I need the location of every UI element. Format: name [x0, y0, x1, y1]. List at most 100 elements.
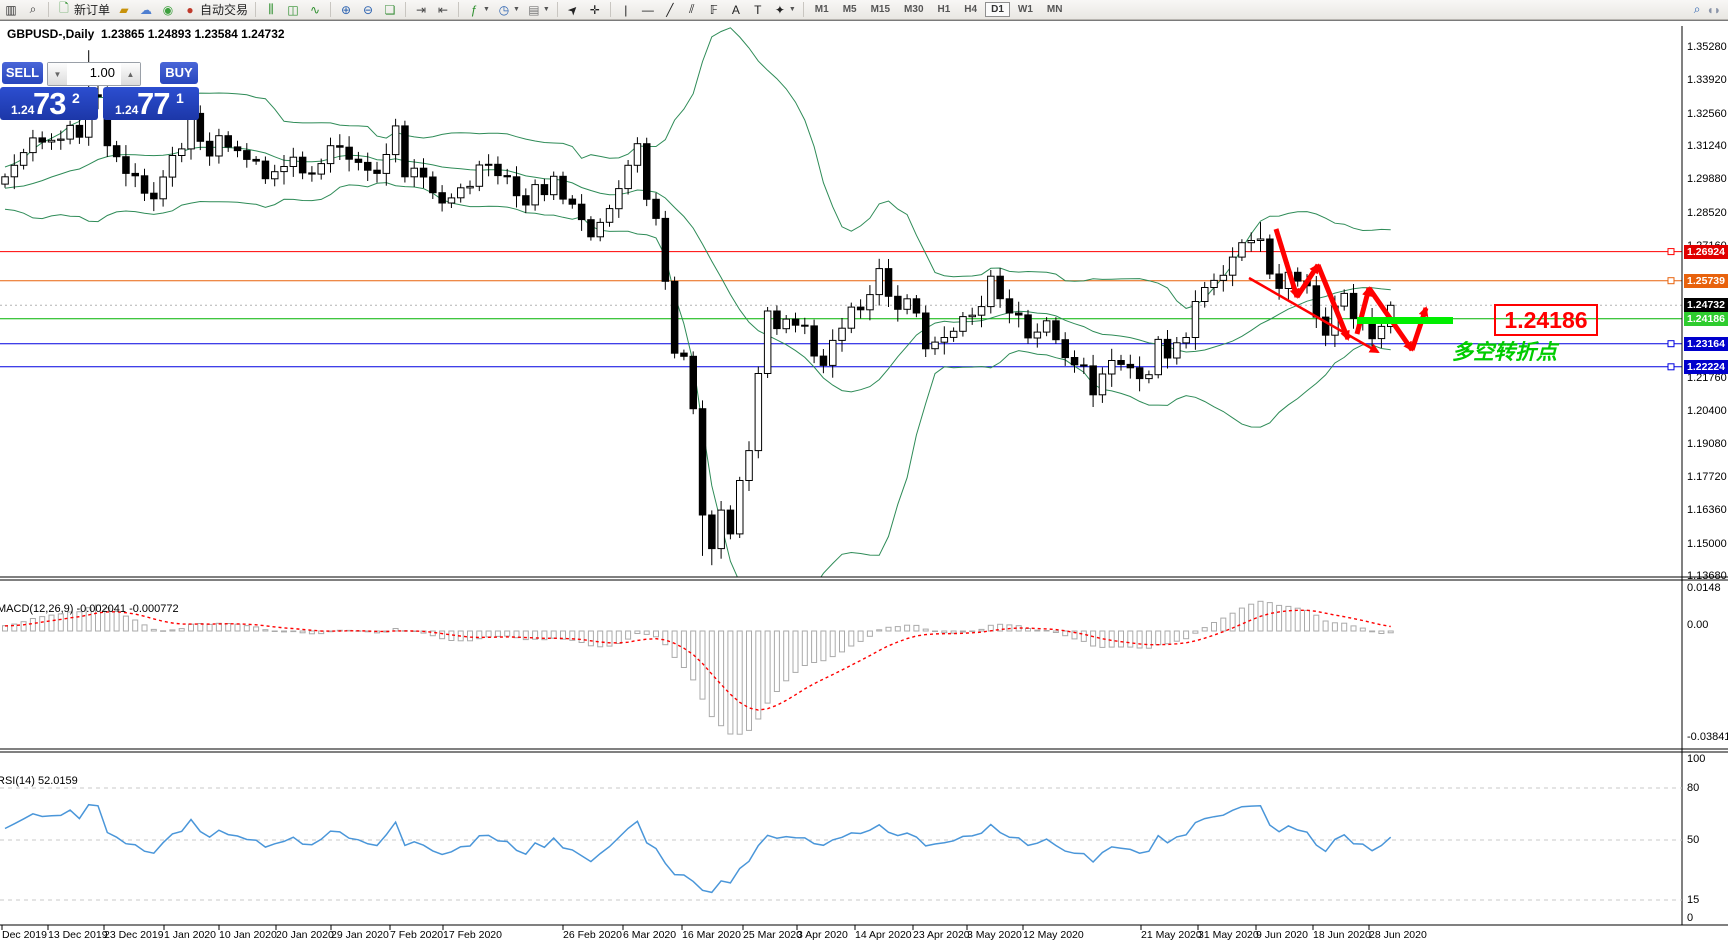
timeframe-w1[interactable]: W1 [1017, 4, 1033, 15]
auto-scroll-icon: ⇤ [438, 2, 449, 17]
timeframe-d1[interactable]: D1 [985, 2, 1010, 17]
timeframe-m15[interactable]: M15 [870, 4, 891, 15]
templates-icon: ▤ [528, 2, 540, 17]
rsi-scale-label: 15 [1687, 894, 1700, 906]
periods-button[interactable]: ◷ ▼ [493, 1, 523, 18]
search-icon[interactable]: ⌕ [1693, 2, 1701, 16]
price-axis-tick: 1.19080 [1687, 438, 1727, 450]
zoom-out-icon: ⊖ [363, 2, 374, 17]
candlestick-button[interactable]: ◫ [282, 1, 304, 18]
toolbar-separator [802, 2, 804, 17]
annotation-green-bar[interactable] [1357, 317, 1453, 324]
toolbar-right: ⌕ ◖◗ [1691, 1, 1728, 18]
text-label-icon: T [754, 2, 762, 17]
price-axis-tick: 1.21760 [1687, 372, 1727, 384]
vertical-line-button[interactable]: | [615, 1, 637, 18]
chart-shift-button[interactable]: ⇥ [410, 1, 432, 18]
date-axis-label: 21 May 2020 [1141, 929, 1202, 941]
candlestick-icon: ◫ [287, 2, 299, 17]
crosshair-button[interactable]: ✛ [584, 1, 606, 18]
timeframe-h4[interactable]: H4 [964, 4, 978, 15]
macd-panel [2, 600, 1394, 735]
horizontal-line-button[interactable]: — [637, 1, 659, 18]
annotation-trendline[interactable] [1248, 276, 1380, 354]
market-watch-icon: ☁ [140, 2, 153, 17]
line-chart-button[interactable]: ∿ [304, 1, 326, 18]
autotrading-button[interactable]: ● 自动交易 [179, 1, 251, 18]
date-axis-label: 16 Mar 2020 [682, 929, 741, 941]
price-axis-tag: 1.23164 [1684, 337, 1728, 351]
equidistant-channel-button[interactable]: ⫽ [681, 1, 703, 18]
timeframe-h1[interactable]: H1 [937, 4, 951, 15]
date-axis-label: 23 Apr 2020 [913, 929, 970, 941]
date-axis-label: 13 Dec 2019 [48, 929, 108, 941]
tile-windows-icon: ❏ [384, 2, 396, 17]
templates-button[interactable]: ▤ ▼ [523, 1, 553, 18]
zoom-in-button[interactable]: ⊕ [335, 1, 357, 18]
text-label-button[interactable]: T [747, 1, 769, 18]
price-callout[interactable]: 1.24186 [1494, 304, 1598, 336]
cursor-button[interactable]: ➤ [562, 1, 584, 18]
chart-profile-button[interactable]: ▥ [0, 1, 22, 18]
buy-quote-panel[interactable]: 1.24 77 1 [103, 87, 199, 120]
timeframe-mn[interactable]: MN [1046, 4, 1063, 15]
tile-windows-button[interactable]: ❏ [379, 1, 401, 18]
volume-increase-button[interactable]: ▲ [121, 63, 140, 85]
macd-scale-label: 0.00 [1687, 619, 1709, 631]
sell-quote-panel[interactable]: 1.24 73 2 [0, 87, 98, 120]
fibonacci-button[interactable]: 𝔽 [703, 1, 725, 18]
price-axis-tick: 1.32560 [1687, 108, 1727, 120]
date-axis-label: 18 Jun 2020 [1313, 929, 1371, 941]
arrows-button[interactable]: ✦ ▼ [769, 1, 799, 18]
timeframe-m30[interactable]: M30 [904, 4, 924, 15]
buy-button[interactable]: BUY [160, 62, 198, 84]
toolbar-separator [556, 2, 558, 17]
periods-icon: ◷ [498, 2, 510, 17]
crosshair-icon: ✛ [589, 2, 600, 17]
macd-scale-label: -0.038415 [1687, 731, 1728, 743]
timeframe-m5[interactable]: M5 [842, 4, 857, 15]
date-axis-label: 28 Jun 2020 [1369, 929, 1427, 941]
chart-profile-icon: ▥ [5, 2, 17, 17]
chart-canvas[interactable] [0, 21, 1728, 942]
preview-button[interactable]: ⌕ [22, 1, 44, 18]
text-button[interactable]: A [725, 1, 747, 18]
bar-chart-button[interactable]: ⫼ [260, 1, 282, 18]
timeframe-m1[interactable]: M1 [814, 4, 829, 15]
price-axis-tick: 1.31240 [1687, 140, 1727, 152]
new-order-icon: 🗋 [59, 1, 69, 15]
new-order-button[interactable]: 🗋 新订单 [53, 1, 113, 18]
trendline-button[interactable]: ╱ [659, 1, 681, 18]
date-axis-label: 20 Jan 2020 [276, 929, 334, 941]
toolbar-separator [405, 2, 407, 17]
price-axis-tick: 1.29880 [1687, 173, 1727, 185]
one-click-trading-panel: SELL ▼ 1.00 ▲ BUY 1.24 73 2 1.24 77 1 [0, 41, 200, 121]
date-axis-label: 7 Feb 2020 [390, 929, 444, 941]
signal-button[interactable]: ◉ [157, 1, 179, 18]
sell-price-small: 1.24 [11, 103, 35, 117]
chat-icon[interactable]: ◖◗ [1706, 2, 1722, 17]
date-axis-label: 17 Feb 2020 [443, 929, 502, 941]
chevron-down-icon[interactable]: ▼ [542, 6, 550, 13]
volume-decrease-button[interactable]: ▼ [48, 63, 67, 85]
auto-scroll-button[interactable]: ⇤ [432, 1, 454, 18]
zoom-out-button[interactable]: ⊖ [357, 1, 379, 18]
price-axis-tick: 1.28520 [1687, 207, 1727, 219]
price-axis-tick: 1.33920 [1687, 74, 1727, 86]
market-watch-button[interactable]: ☁ [135, 1, 157, 18]
buy-price-big: 77 [137, 87, 170, 120]
timeframe-toolbar: M1 M5 M15 M30 H1 H4 D1 W1 MN [808, 0, 1070, 19]
price-axis-tag: 1.24732 [1684, 298, 1728, 312]
chevron-down-icon[interactable]: ▼ [512, 6, 520, 13]
chevron-down-icon[interactable]: ▼ [483, 6, 490, 13]
volume-input[interactable]: 1.00 [89, 65, 115, 80]
symbol-period: GBPUSD-,Daily [7, 27, 95, 41]
chart-window: GBPUSD-,Daily 1.23865 1.24893 1.23584 1.… [0, 20, 1728, 942]
indicators-button[interactable]: ƒ ▼ [463, 1, 493, 18]
toolbar-separator [255, 2, 257, 17]
gold-button[interactable]: ▰ [113, 1, 135, 18]
chevron-down-icon[interactable]: ▼ [788, 6, 796, 13]
sell-button[interactable]: SELL [2, 62, 43, 84]
annotation-text-cn[interactable]: 多空转折点 [1452, 341, 1557, 364]
